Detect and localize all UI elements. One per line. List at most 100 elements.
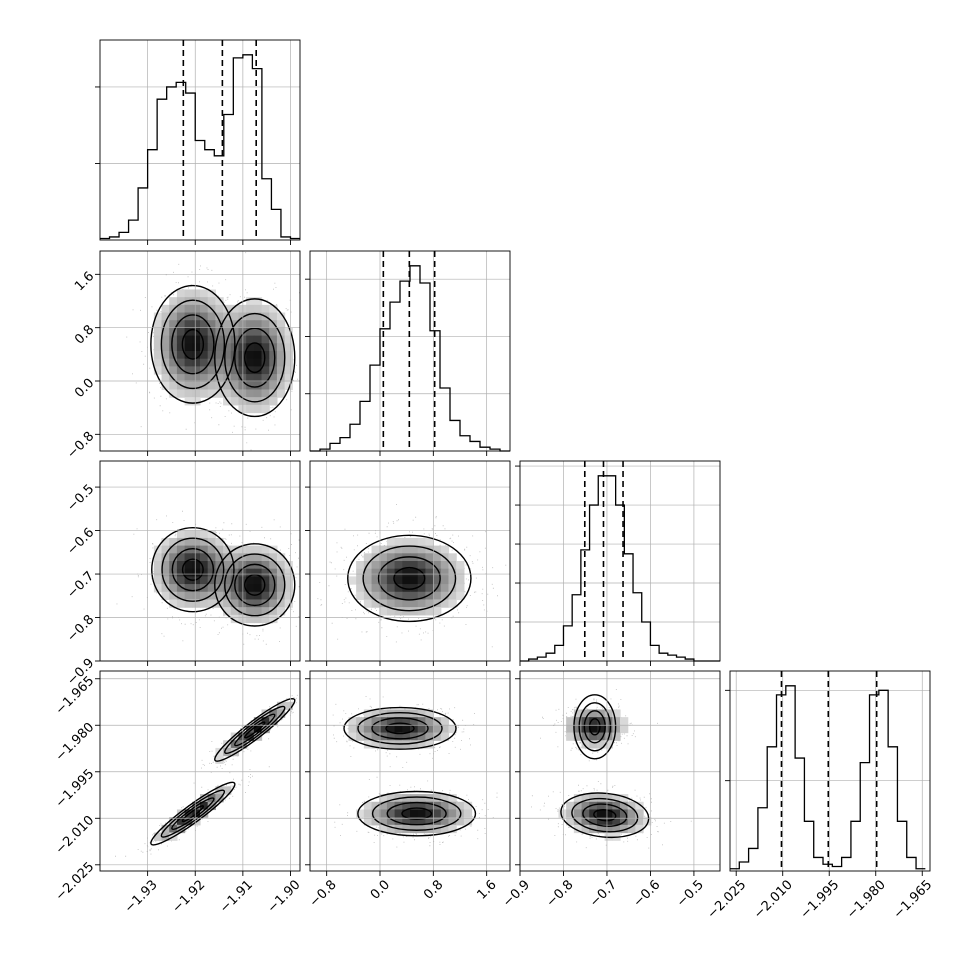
density-cell-0-1-8-13 xyxy=(200,312,209,321)
density-cell-1-2-14-18 xyxy=(448,568,457,577)
density-cell-0-2-10-11 xyxy=(184,537,193,547)
density-cell-0-1-18-10 xyxy=(176,389,186,398)
density-cell-0-1-18-9 xyxy=(169,389,178,398)
density-cell-0-1-15-9 xyxy=(169,366,178,375)
density-cell-2-3-9-8 xyxy=(581,740,590,749)
density-cell-0-1-8-11 xyxy=(184,312,193,321)
density-cell-0-2-15-15 xyxy=(215,576,224,585)
density-cell-2-3-5-12 xyxy=(612,709,621,718)
density-cell-0-2-12-22 xyxy=(269,553,278,562)
density-cell-0-2-11-16 xyxy=(223,545,232,554)
density-cell-1-2-17-8 xyxy=(371,591,380,601)
density-cell-1-2-13-19 xyxy=(456,561,465,570)
density-cell-0-1-9-19 xyxy=(246,320,255,329)
density-cell-0-3-7-19 xyxy=(246,724,255,734)
density-cell-0-1-16-13 xyxy=(200,374,209,383)
density-cell-1-2-15-10 xyxy=(386,576,396,585)
density-cell-1-2-13-17 xyxy=(440,561,450,570)
density-cell-0-1-10-10 xyxy=(176,327,186,337)
density-cell-0-2-10-8 xyxy=(161,537,170,547)
density-cell-0-1-13-22 xyxy=(269,351,278,360)
density-cell-0-3-8-20 xyxy=(253,732,263,741)
density-cell-2-3-16-8 xyxy=(581,794,590,803)
y-tick-label-3-3: −1.980 xyxy=(53,720,98,765)
density-cell-0-1-18-22 xyxy=(269,389,278,398)
density-cell-1-3-6-6 xyxy=(356,717,365,726)
density-cell-0-1-15-7 xyxy=(153,366,163,375)
density-cell-0-1-10-20 xyxy=(253,327,263,337)
density-cell-1-3-8-7 xyxy=(363,732,373,741)
density-cell-0-1-9-10 xyxy=(176,320,186,329)
density-cell-1-2-11-9 xyxy=(379,545,388,554)
density-cell-1-3-7-12 xyxy=(402,724,411,734)
density-cell-2-3-16-7 xyxy=(573,794,583,803)
joint-panel-0-1 xyxy=(126,252,300,451)
density-cell-1-2-14-19 xyxy=(456,568,465,577)
density-cell-0-2-15-12 xyxy=(192,576,201,585)
density-cell-0-1-18-19 xyxy=(246,389,255,398)
density-cell-1-2-11-16 xyxy=(433,545,442,554)
density-cell-1-2-17-9 xyxy=(379,591,388,601)
contour-1-2-m0-l1 xyxy=(377,556,441,601)
density-cell-2-3-5-9 xyxy=(589,709,598,718)
density-cell-1-2-11-13 xyxy=(410,545,419,554)
density-cell-1-3-17-8 xyxy=(371,801,380,811)
density-cell-1-2-18-17 xyxy=(440,599,450,608)
contour-2-3-m0-l0 xyxy=(588,718,601,736)
density-cell-0-2-15-13 xyxy=(200,576,209,585)
density-cell-1-3-19-7 xyxy=(363,817,373,826)
density-cell-0-2-13-13 xyxy=(200,561,209,570)
density-cell-0-2-18-11 xyxy=(184,599,193,608)
density-cell-0-2-20-19 xyxy=(246,614,255,624)
density-cell-0-2-12-12 xyxy=(192,553,201,562)
density-cell-0-2-19-22 xyxy=(269,607,278,616)
panel-frame-1-1 xyxy=(309,250,511,452)
density-cell-1-3-20-10 xyxy=(386,824,396,834)
density-cell-2-3-9-11 xyxy=(604,740,613,749)
density-cell-0-2-12-23 xyxy=(276,553,286,562)
density-cell-2-3-18-7 xyxy=(573,809,583,818)
density-cell-1-2-18-9 xyxy=(379,599,388,608)
density-cell-2-3-20-8 xyxy=(581,824,590,834)
density-cell-0-1-9-13 xyxy=(200,320,209,329)
density-cell-1-2-13-8 xyxy=(371,561,380,570)
density-cell-0-2-16-11 xyxy=(184,584,193,593)
density-cell-0-2-13-8 xyxy=(161,561,170,570)
density-cell-0-3-9-16 xyxy=(223,740,232,749)
density-cell-2-3-16-13 xyxy=(620,794,629,803)
density-cell-1-3-8-10 xyxy=(386,732,396,741)
panel-frame-3-3 xyxy=(729,670,931,872)
density-cell-1-3-9-15 xyxy=(425,740,434,749)
density-cell-0-1-16-22 xyxy=(269,374,278,383)
density-cell-1-2-16-11 xyxy=(394,584,403,593)
density-cell-1-2-18-13 xyxy=(410,599,419,608)
contour-1-3-m0-l1 xyxy=(371,717,429,740)
density-cell-0-1-8-12 xyxy=(192,312,201,321)
density-cell-0-2-16-24 xyxy=(284,584,293,593)
density-cell-1-3-7-16 xyxy=(433,724,442,734)
density-cell-1-3-6-7 xyxy=(363,717,373,726)
density-cell-0-2-11-7 xyxy=(153,545,163,554)
density-cell-1-2-11-8 xyxy=(371,545,380,554)
density-cell-1-3-17-12 xyxy=(402,801,411,811)
density-cell-0-2-20-20 xyxy=(253,614,263,624)
density-cell-1-2-14-6 xyxy=(356,568,365,577)
density-cell-0-1-9-11 xyxy=(184,320,193,329)
density-cell-1-3-17-9 xyxy=(379,801,388,811)
density-cell-1-2-16-6 xyxy=(356,584,365,593)
density-cell-0-1-14-24 xyxy=(284,358,293,367)
y-tick-label-1-0: −0.8 xyxy=(64,429,97,462)
density-cell-1-3-18-6 xyxy=(356,809,365,818)
density-cell-0-2-17-11 xyxy=(184,591,193,601)
density-cell-1-3-17-11 xyxy=(394,801,403,811)
density-cell-0-2-9-14 xyxy=(207,530,216,539)
density-cell-0-2-17-9 xyxy=(169,591,178,601)
density-cell-1-3-18-15 xyxy=(425,809,434,818)
x-tick-label-3-0: −2.025 xyxy=(705,877,750,922)
density-cell-0-1-14-11 xyxy=(184,358,193,367)
density-cell-2-3-9-9 xyxy=(589,740,598,749)
density-cell-0-2-20-21 xyxy=(261,614,270,624)
density-cell-0-1-15-17 xyxy=(230,366,240,375)
density-cell-1-2-16-18 xyxy=(448,584,457,593)
